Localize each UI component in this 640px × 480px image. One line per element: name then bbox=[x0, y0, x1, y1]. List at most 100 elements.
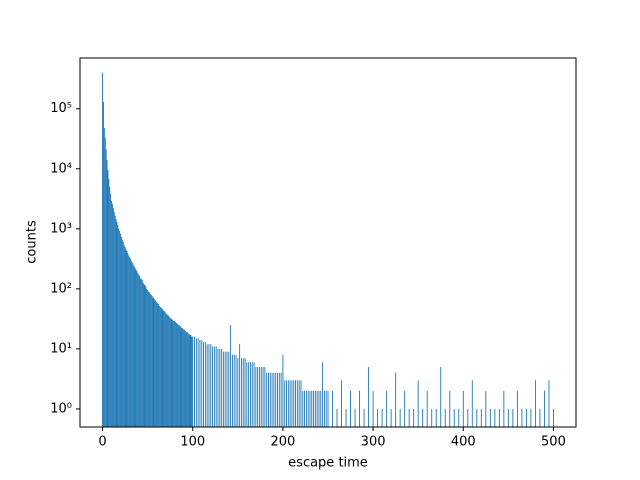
bar bbox=[171, 319, 173, 427]
bar bbox=[108, 178, 110, 427]
bar bbox=[485, 390, 487, 427]
plot-frame bbox=[79, 57, 577, 428]
bar bbox=[140, 279, 142, 427]
bar bbox=[257, 366, 259, 427]
bar bbox=[440, 366, 442, 427]
bar bbox=[142, 282, 144, 427]
x-axis-label: escape time bbox=[288, 456, 368, 471]
bar bbox=[208, 344, 210, 427]
bar bbox=[543, 390, 545, 427]
bar bbox=[239, 344, 241, 427]
x-tick-label: 300 bbox=[361, 435, 386, 450]
bar bbox=[507, 408, 509, 427]
bar bbox=[137, 272, 139, 427]
y-tick-label: 10¹ bbox=[50, 341, 72, 356]
bar bbox=[458, 408, 460, 427]
bar bbox=[395, 372, 397, 427]
bar bbox=[182, 328, 184, 427]
bar bbox=[160, 307, 162, 427]
bar bbox=[116, 221, 118, 427]
bar bbox=[156, 302, 158, 427]
bar bbox=[138, 274, 140, 427]
bar bbox=[114, 215, 116, 427]
bar bbox=[553, 408, 554, 427]
bar bbox=[359, 390, 361, 427]
bar bbox=[149, 294, 151, 427]
bar bbox=[167, 315, 169, 427]
bar bbox=[176, 323, 178, 427]
bar bbox=[354, 408, 356, 427]
y-tick-label: 10⁰ bbox=[50, 401, 72, 416]
bar bbox=[107, 170, 109, 428]
bar bbox=[286, 380, 287, 427]
bar bbox=[305, 390, 307, 427]
bar bbox=[240, 358, 242, 427]
bar bbox=[170, 318, 172, 427]
bar bbox=[255, 366, 257, 427]
bar bbox=[264, 366, 266, 427]
bar bbox=[230, 324, 232, 427]
bar bbox=[172, 320, 174, 427]
bar bbox=[313, 390, 315, 427]
bar bbox=[204, 342, 206, 427]
bar bbox=[336, 408, 338, 427]
bar bbox=[197, 338, 199, 427]
bar bbox=[165, 312, 167, 427]
bar bbox=[295, 380, 296, 427]
bar bbox=[332, 390, 333, 427]
bar bbox=[179, 326, 181, 427]
bar bbox=[146, 288, 148, 427]
bar bbox=[192, 336, 194, 427]
bar bbox=[244, 358, 246, 427]
bar bbox=[141, 280, 143, 427]
bar bbox=[302, 390, 304, 427]
bar bbox=[298, 380, 300, 427]
bar bbox=[548, 380, 550, 427]
bar bbox=[293, 380, 295, 427]
bar bbox=[112, 208, 114, 427]
bar bbox=[503, 390, 505, 427]
bar bbox=[237, 358, 239, 427]
bar bbox=[112, 203, 113, 427]
bar bbox=[144, 285, 146, 427]
bar bbox=[266, 372, 268, 427]
bar bbox=[377, 408, 379, 427]
bar bbox=[104, 137, 106, 427]
bar bbox=[215, 346, 217, 427]
bar bbox=[248, 362, 250, 427]
bar bbox=[117, 225, 119, 427]
bar bbox=[195, 338, 197, 427]
bar bbox=[253, 362, 255, 427]
bar bbox=[118, 228, 120, 427]
bar bbox=[289, 380, 291, 427]
bar bbox=[135, 269, 137, 427]
bar bbox=[530, 408, 532, 427]
bar bbox=[422, 408, 424, 427]
bar bbox=[341, 380, 342, 427]
bar bbox=[219, 348, 221, 427]
bar bbox=[408, 408, 410, 427]
bar bbox=[191, 336, 193, 427]
bar bbox=[155, 300, 157, 427]
bar bbox=[539, 408, 541, 427]
bar bbox=[151, 296, 153, 427]
bar bbox=[311, 390, 313, 427]
bar bbox=[163, 310, 165, 427]
bar bbox=[126, 250, 128, 427]
bar bbox=[124, 246, 126, 427]
bar bbox=[287, 380, 289, 427]
bar bbox=[176, 322, 177, 427]
bar bbox=[453, 408, 455, 427]
bar bbox=[154, 299, 156, 427]
bar bbox=[259, 366, 260, 427]
bar bbox=[444, 408, 446, 427]
bar bbox=[217, 348, 219, 427]
bar bbox=[136, 270, 138, 427]
bar bbox=[213, 346, 215, 427]
bar bbox=[103, 127, 105, 428]
bar bbox=[221, 348, 223, 427]
bar bbox=[320, 390, 322, 427]
bar bbox=[304, 390, 306, 427]
bar bbox=[184, 329, 186, 427]
